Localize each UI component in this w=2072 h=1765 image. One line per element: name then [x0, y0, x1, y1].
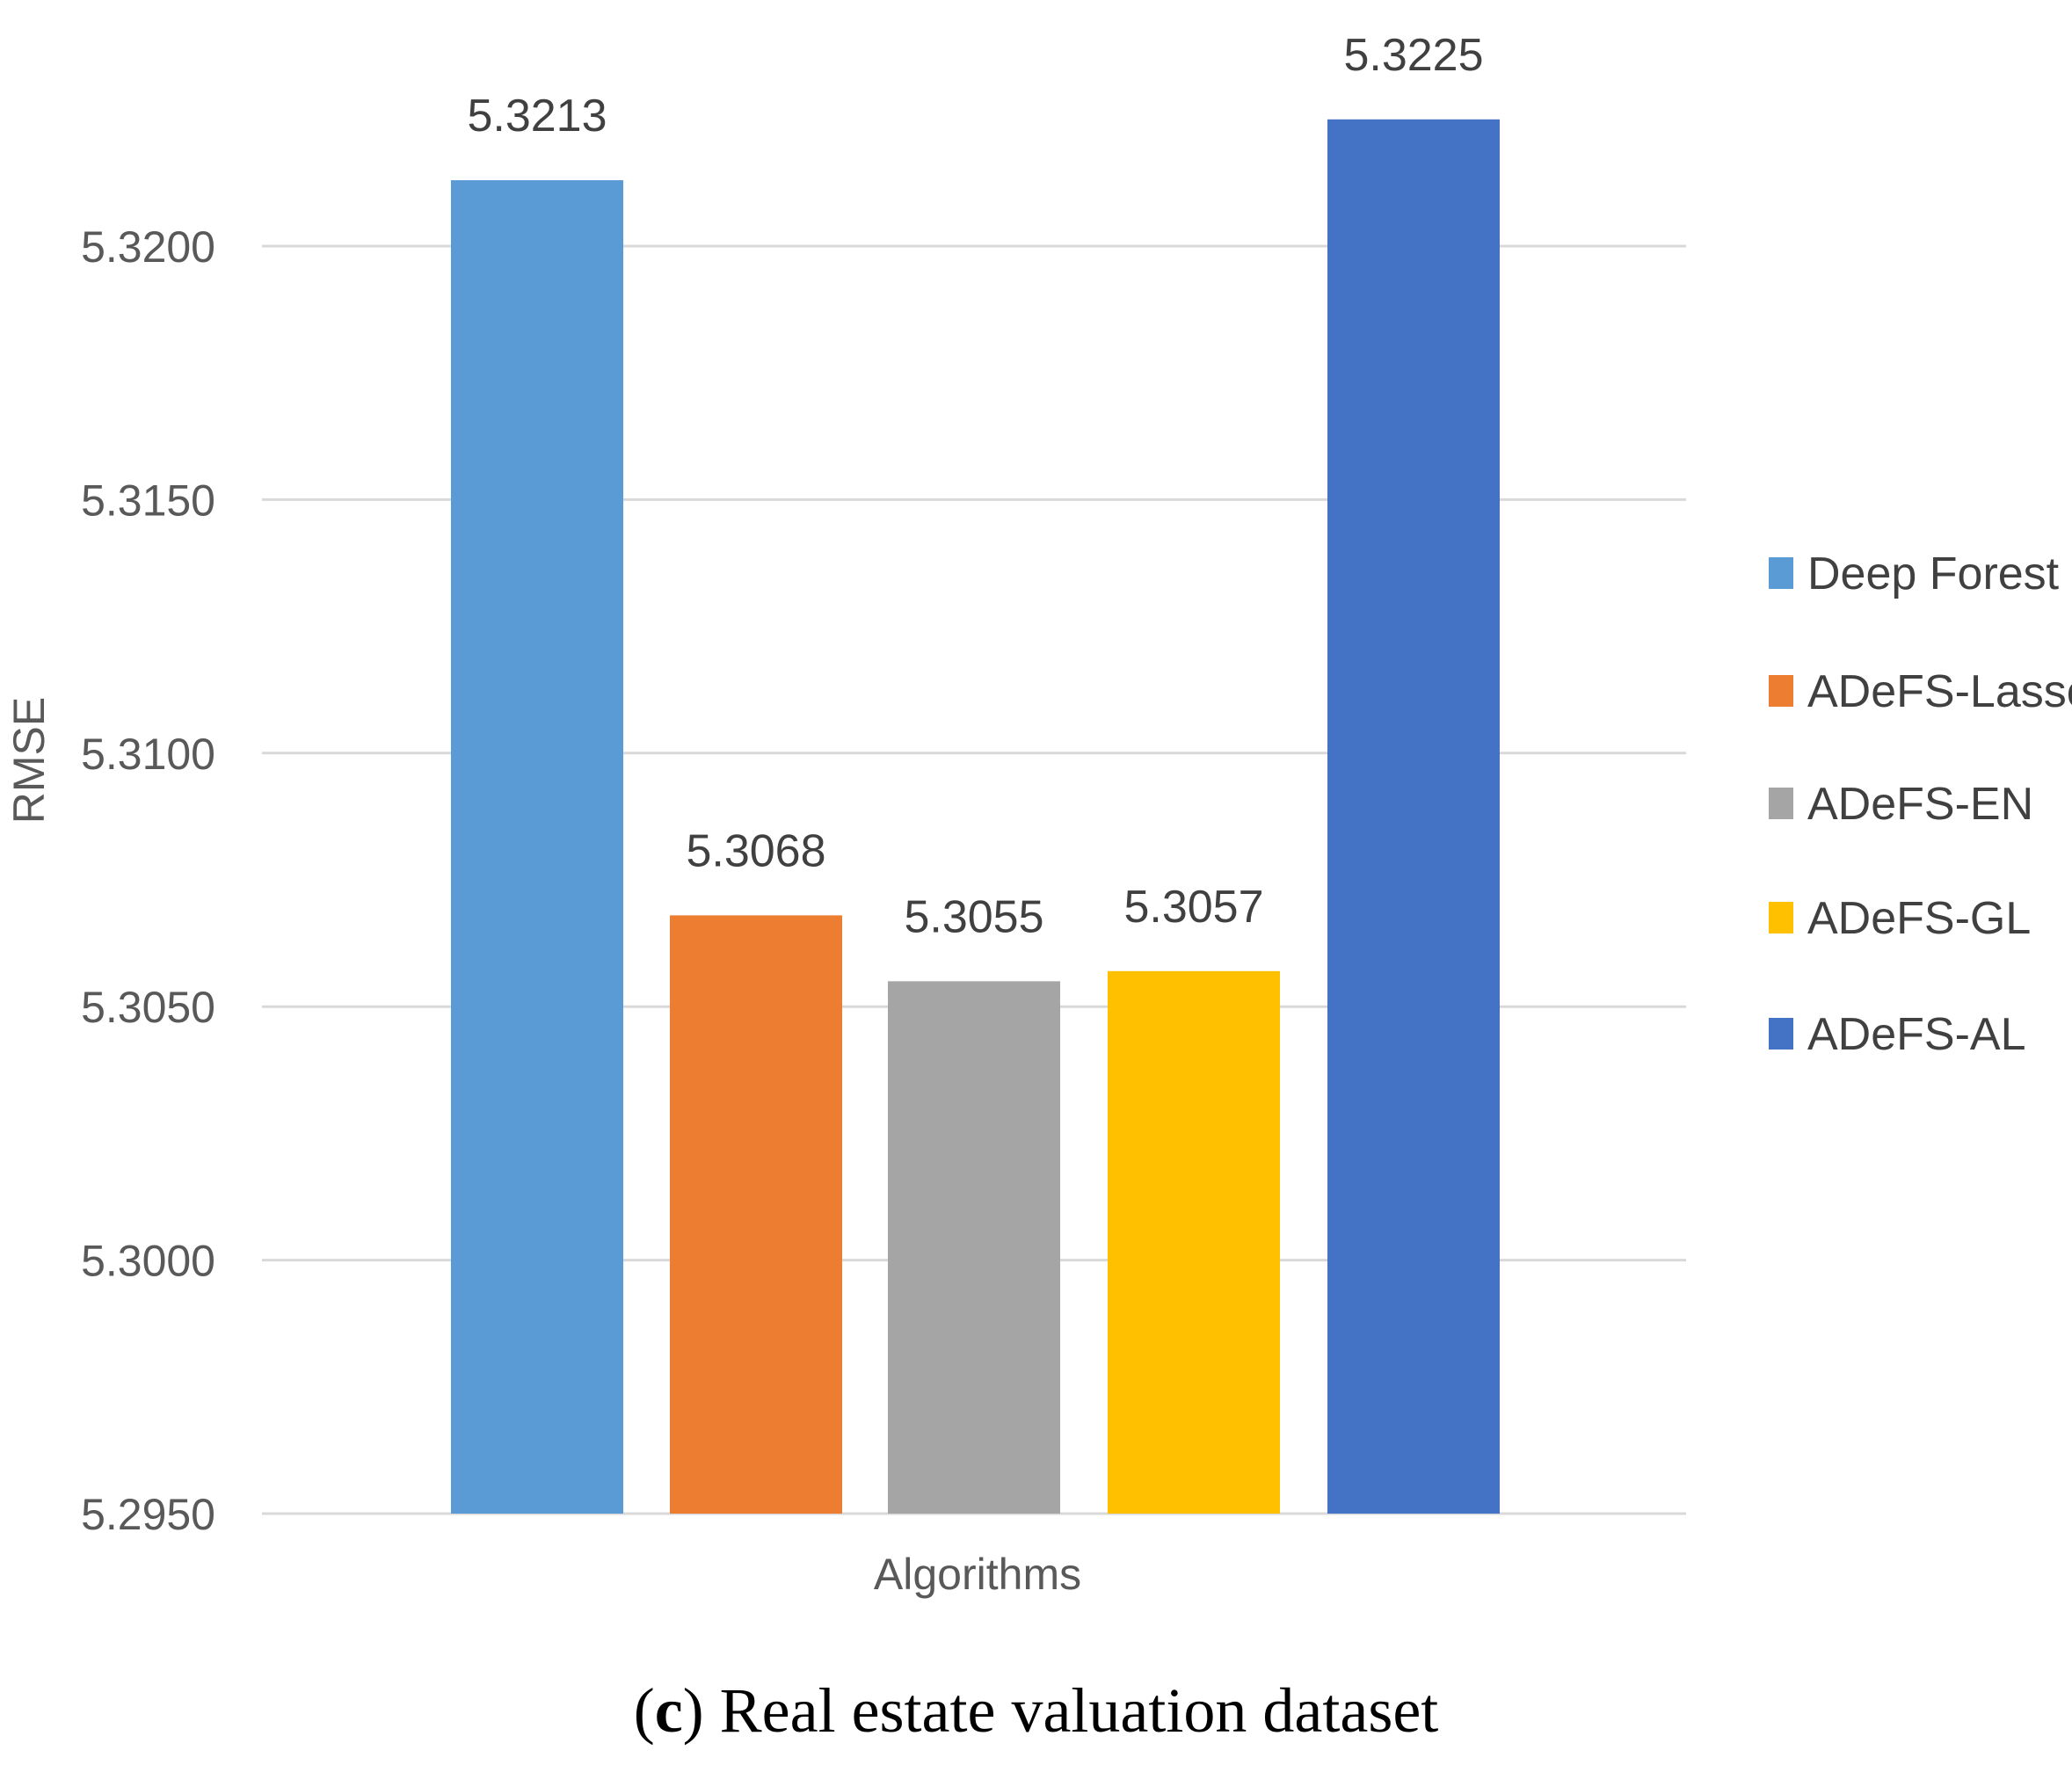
legend-swatch [1769, 1018, 1793, 1050]
legend-label: Deep Forest [1807, 548, 2060, 599]
y-tick-label: 5.2950 [81, 1490, 215, 1539]
x-axis-title: Algorithms [874, 1550, 1081, 1599]
bar-adefs-en [888, 981, 1060, 1514]
y-tick-label: 5.3150 [81, 476, 215, 525]
bar-chart: 5.2950 5.3000 5.3050 5.3100 5.3150 5.3200 5.3… [4, 30, 2072, 1599]
data-label: 5.3055 [904, 891, 1043, 942]
bars [451, 119, 1500, 1514]
caption-letter: c [654, 1675, 683, 1746]
y-tick-label: 5.3000 [81, 1237, 215, 1286]
legend-swatch [1769, 675, 1793, 707]
y-axis-title: RMSE [4, 697, 54, 824]
legend-label: ADeFS-AL [1807, 1009, 2026, 1060]
legend-label: ADeFS-Lasso [1807, 666, 2072, 717]
y-tick-label: 5.3100 [81, 730, 215, 779]
bar-adefs-gl [1108, 970, 1280, 1514]
data-label: 5.3057 [1123, 882, 1263, 933]
data-label: 5.3213 [467, 91, 607, 142]
caption-open: ( [633, 1675, 655, 1746]
legend-swatch [1769, 902, 1793, 933]
data-label: 5.3225 [1343, 30, 1483, 81]
y-tick-label: 5.3200 [81, 222, 215, 272]
legend-label: ADeFS-GL [1807, 893, 2031, 944]
bar-adefs-al [1327, 119, 1500, 1514]
legend-swatch [1769, 788, 1793, 819]
data-labels: 5.3213 5.3068 5.3055 5.3057 5.3225 [467, 30, 1483, 943]
legend: Deep Forest ADeFS-Lasso ADeFS-EN ADeFS-GL AD… [1769, 548, 2072, 1060]
y-tick-label: 5.3050 [81, 983, 215, 1032]
figure-caption: (c) Real estate valuation dataset [0, 1674, 2072, 1747]
caption-text: ) Real estate valuation dataset [682, 1675, 1439, 1746]
data-label: 5.3068 [686, 825, 825, 876]
bar-deep-forest [451, 180, 623, 1514]
bar-adefs-lasso [670, 915, 842, 1514]
legend-label: ADeFS-EN [1807, 779, 2033, 830]
y-axis-ticks: 5.2950 5.3000 5.3050 5.3100 5.3150 5.3200 [81, 222, 215, 1539]
legend-swatch [1769, 557, 1793, 589]
